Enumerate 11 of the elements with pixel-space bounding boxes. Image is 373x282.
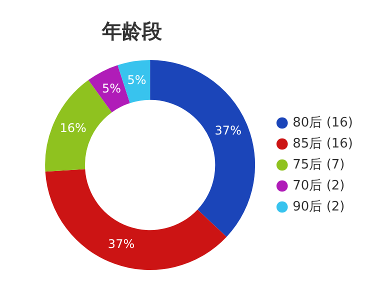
legend-label: 85后 (16) [292, 136, 354, 152]
legend-label: 90后 (2) [292, 199, 345, 214]
data-label: 16% [60, 120, 86, 135]
data-label: 5% [102, 81, 121, 96]
data-label: 37% [214, 123, 242, 138]
chart-title: 年龄段 [100, 18, 163, 45]
data-label: 37% [108, 237, 135, 252]
data-label: 5% [127, 73, 146, 88]
legend-label: 80后 (16) [292, 115, 354, 130]
legend-label: 75后 (7) [292, 157, 345, 172]
legend-label: 70后 (2) [292, 178, 345, 194]
